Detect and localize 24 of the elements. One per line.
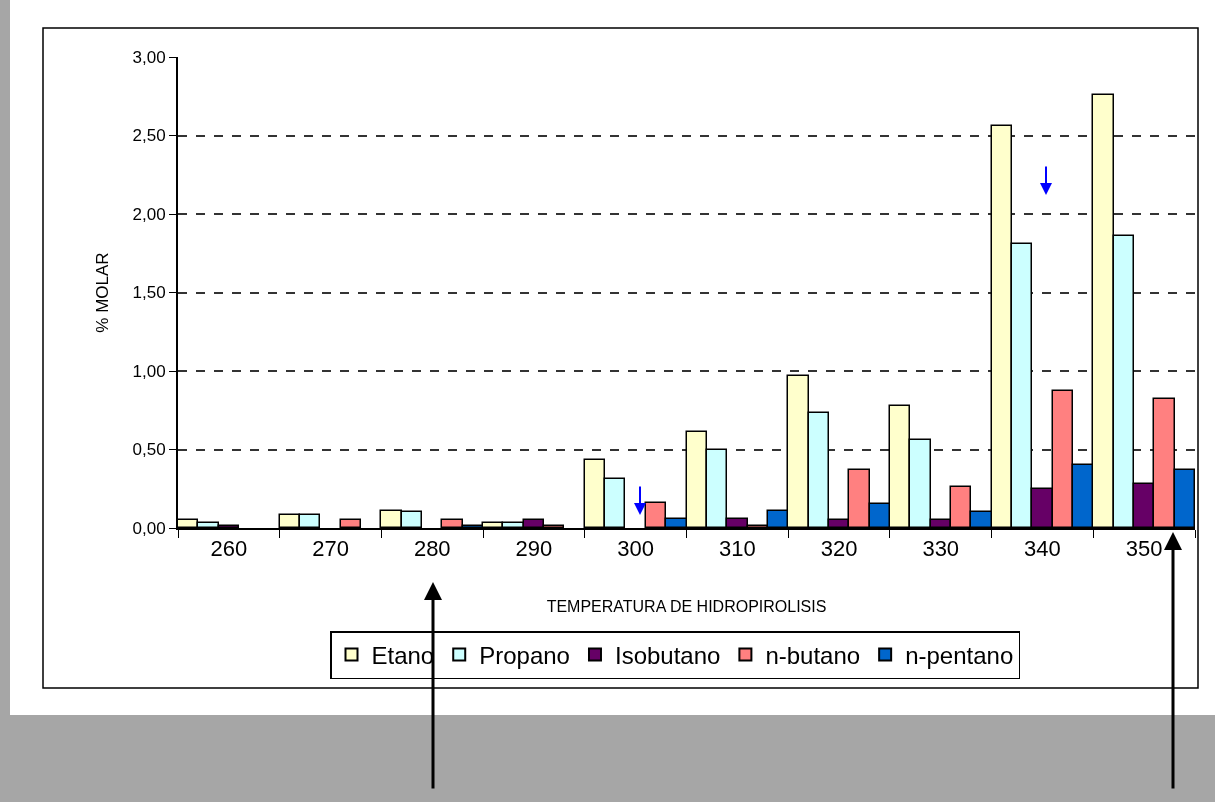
legend-label: Isobutano bbox=[614, 641, 721, 669]
x-tick-label: 280 bbox=[413, 536, 451, 562]
x-tick-label: 300 bbox=[617, 536, 655, 562]
x-tick-label: 290 bbox=[515, 536, 553, 562]
legend-label: Propano bbox=[479, 641, 570, 669]
y-tick-label: 1,00 bbox=[132, 361, 166, 381]
y-tick-label: 3,00 bbox=[132, 47, 166, 67]
y-axis-title: % MOLAR bbox=[92, 252, 112, 333]
x-tick-label: 260 bbox=[210, 536, 248, 562]
y-tick-label: 0,50 bbox=[132, 440, 166, 460]
x-tick-label: 320 bbox=[820, 536, 858, 562]
x-tick-label: 350 bbox=[1125, 536, 1163, 562]
legend-label: n-butano bbox=[765, 641, 861, 669]
x-tick-label: 330 bbox=[922, 536, 960, 562]
legend-label: n-pentano bbox=[905, 641, 1014, 669]
y-tick-label: 0,00 bbox=[132, 518, 166, 538]
y-tick-label: 2,00 bbox=[132, 204, 166, 224]
legend-label: Etano bbox=[371, 641, 435, 669]
x-tick-label: 270 bbox=[312, 536, 349, 562]
y-tick-label: 2,50 bbox=[132, 126, 166, 146]
x-tick-label: 340 bbox=[1024, 536, 1061, 562]
x-axis-title: TEMPERATURA DE HIDROPIROLISIS bbox=[546, 597, 827, 615]
y-tick-label: 1,50 bbox=[132, 283, 166, 303]
x-tick-label: 310 bbox=[718, 536, 756, 562]
